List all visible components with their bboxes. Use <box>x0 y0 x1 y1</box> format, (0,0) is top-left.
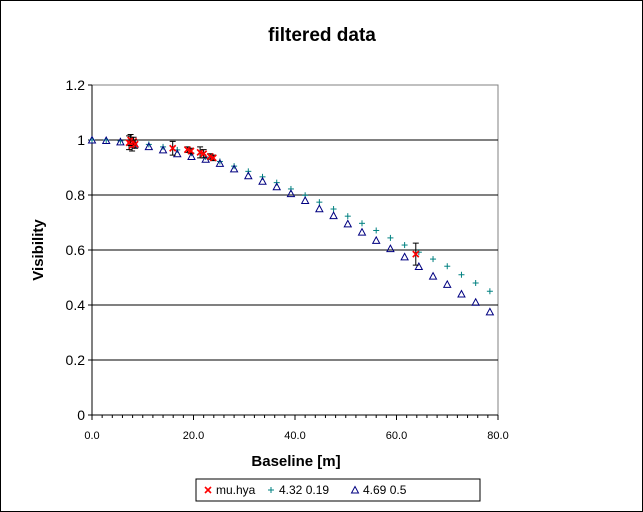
x-tick-label: 80.0 <box>487 430 508 442</box>
chart-title: filtered data <box>268 25 376 46</box>
data-point <box>316 199 323 206</box>
data-point <box>428 271 438 280</box>
data-point <box>209 154 217 162</box>
x-tick-label: 40.0 <box>284 430 305 442</box>
data-point <box>358 220 365 227</box>
data-point <box>386 244 395 253</box>
data-point <box>229 164 239 173</box>
series-0 <box>125 134 420 266</box>
data-point <box>329 211 338 220</box>
data-point <box>471 297 481 306</box>
y-tick-label: 0.8 <box>66 187 86 203</box>
data-point <box>400 252 409 261</box>
legend-box <box>195 478 481 502</box>
data-point <box>412 250 420 258</box>
y-tick-label: 1 <box>77 132 85 148</box>
x-tick-label: 0.0 <box>84 430 99 442</box>
data-point <box>401 242 408 249</box>
data-point <box>444 263 451 270</box>
y-tick-label: 0.4 <box>66 297 86 313</box>
data-point <box>315 204 324 213</box>
data-point <box>131 140 139 148</box>
data-point <box>87 135 97 144</box>
data-point <box>144 142 154 151</box>
data-point <box>172 149 182 158</box>
data-point <box>200 150 208 158</box>
data-point <box>169 144 177 152</box>
data-point <box>187 147 195 155</box>
legend-entry: 4.69 0.5 <box>363 483 407 497</box>
data-point <box>472 280 479 286</box>
data-point <box>343 219 353 228</box>
data-point <box>215 158 225 167</box>
data-point <box>243 171 253 180</box>
data-point <box>300 195 310 204</box>
legend: mu.hya 4.32 0.19 4.69 0.5 <box>195 478 481 502</box>
y-tick-label: 0.6 <box>66 242 86 258</box>
data-point <box>485 307 495 316</box>
data-point <box>430 256 437 263</box>
series-1 <box>89 137 493 295</box>
data-point <box>373 227 380 234</box>
y-axis-label: Visibility <box>30 219 47 281</box>
data-point <box>457 289 466 298</box>
legend-entry: mu.hya <box>216 483 256 497</box>
data-point <box>442 279 452 288</box>
data-point <box>344 213 351 220</box>
data-point <box>272 182 282 191</box>
x-tick-label: 20.0 <box>183 430 204 442</box>
data-point <box>187 151 196 160</box>
data-point <box>414 261 424 270</box>
y-tick-label: 1.2 <box>66 77 86 93</box>
data-point <box>258 176 267 185</box>
legend-entry: 4.32 0.19 <box>279 483 329 497</box>
data-point <box>357 227 367 236</box>
data-point <box>371 235 381 244</box>
x-axis-label: Baseline [m] <box>251 453 340 470</box>
legend-marker <box>204 486 212 494</box>
data-point <box>387 234 394 241</box>
x-tick-label: 60.0 <box>386 430 407 442</box>
data-point <box>158 145 168 154</box>
legend-marker <box>350 485 360 494</box>
x-axis: 0.0 20.0 40.0 60.0 80.0 <box>84 414 509 442</box>
series-layer <box>87 134 495 316</box>
data-point <box>101 135 111 145</box>
y-tick-label: 0.2 <box>66 352 86 368</box>
data-point <box>286 189 296 198</box>
data-point <box>486 288 493 295</box>
data-point <box>458 271 465 278</box>
data-point <box>330 206 337 213</box>
y-axis: 0 0.2 0.4 0.6 0.8 1 1.2 <box>66 77 498 423</box>
y-tick-label: 0 <box>77 407 85 423</box>
legend-marker <box>268 487 274 493</box>
data-point <box>116 137 125 146</box>
